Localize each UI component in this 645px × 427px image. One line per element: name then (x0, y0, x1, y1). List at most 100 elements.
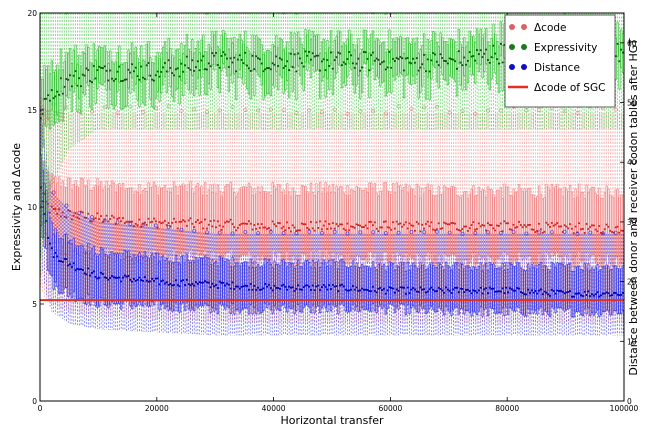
box-iqr (138, 62, 141, 108)
y-right-tick-label: 50 (627, 99, 637, 108)
outlier (549, 230, 554, 235)
outlier (371, 230, 376, 235)
box (501, 13, 504, 130)
box-iqr (302, 48, 305, 91)
box (287, 13, 291, 130)
right-axis-ticks: 0 10 20 30 40 50 60 (620, 39, 637, 406)
outlier (115, 220, 120, 225)
outlier (434, 229, 439, 234)
box (616, 13, 619, 130)
box (214, 13, 218, 130)
y-left-tick-label: 0 (32, 397, 37, 406)
box (494, 13, 497, 130)
x-tick-label: 40000 (262, 404, 286, 413)
legend-item: Δcode (509, 22, 567, 34)
x-tick-label: 80000 (495, 404, 519, 413)
box (510, 233, 513, 336)
outlier (268, 229, 273, 234)
outlier (166, 225, 171, 230)
y-right-tick-label: 20 (627, 278, 637, 287)
box (392, 233, 395, 336)
box (209, 13, 212, 130)
box (143, 13, 147, 130)
box-iqr (291, 48, 294, 92)
y-left-tick-label: 10 (27, 203, 37, 212)
box (443, 13, 446, 130)
box (332, 229, 337, 336)
y-right-tick-label: 30 (627, 218, 637, 227)
box (147, 227, 150, 332)
box (247, 233, 251, 336)
outlier (77, 211, 82, 216)
box (368, 13, 371, 130)
box (92, 13, 95, 133)
box (293, 13, 296, 130)
box (253, 13, 256, 130)
outlier (562, 229, 567, 234)
box (452, 13, 455, 130)
outlier (192, 228, 197, 233)
box (131, 13, 134, 130)
outlier (205, 230, 209, 235)
box (114, 223, 117, 331)
box (506, 233, 510, 336)
outlier (460, 231, 465, 236)
outlier (396, 230, 401, 235)
outlier (371, 108, 376, 113)
box-iqr (501, 45, 504, 91)
outlier (90, 215, 94, 220)
outlier (64, 13, 69, 15)
outlier (409, 230, 414, 234)
box (179, 227, 184, 334)
outlier (486, 230, 490, 235)
box-iqr (360, 49, 364, 93)
box (217, 230, 222, 336)
outlier (64, 105, 69, 110)
outlier (179, 227, 184, 232)
box (249, 13, 252, 130)
outlier (141, 222, 146, 227)
x-tick-label: 100000 (610, 404, 639, 413)
outlier (51, 102, 56, 106)
box (322, 13, 325, 130)
outlier (473, 231, 478, 235)
y-left-tick-label: 5 (32, 300, 37, 309)
box (165, 228, 168, 333)
box (430, 233, 433, 336)
outlier (537, 230, 542, 235)
outlier (358, 230, 363, 235)
x-tick-label: 60000 (378, 404, 402, 413)
outlier (307, 229, 312, 234)
box (410, 13, 413, 130)
outlier (383, 13, 388, 15)
legend-box (504, 14, 616, 108)
outlier (588, 230, 593, 235)
box (134, 225, 137, 332)
box (156, 13, 159, 130)
box (357, 13, 360, 130)
box (423, 13, 426, 130)
outlier (40, 97, 43, 102)
outlier (294, 13, 299, 15)
box (138, 13, 141, 130)
box (58, 13, 61, 172)
outlier (575, 231, 580, 236)
outlier (217, 230, 222, 235)
box (329, 13, 333, 130)
left-axis-label: Expressivity and Δcode (10, 143, 23, 271)
box (455, 13, 459, 130)
box (202, 232, 205, 335)
outlier (128, 222, 133, 226)
box-iqr (616, 21, 619, 57)
x-tick-label: 20000 (145, 404, 169, 413)
outlier (205, 13, 209, 15)
box-iqr (178, 59, 181, 105)
right-axis-label: Distance between donor and receiver codo… (627, 38, 640, 375)
box-iqr (295, 54, 298, 100)
series-distance (40, 107, 624, 336)
outlier (562, 109, 567, 114)
box (244, 13, 247, 130)
box-iqr (249, 53, 252, 100)
box-iqr (165, 52, 168, 93)
